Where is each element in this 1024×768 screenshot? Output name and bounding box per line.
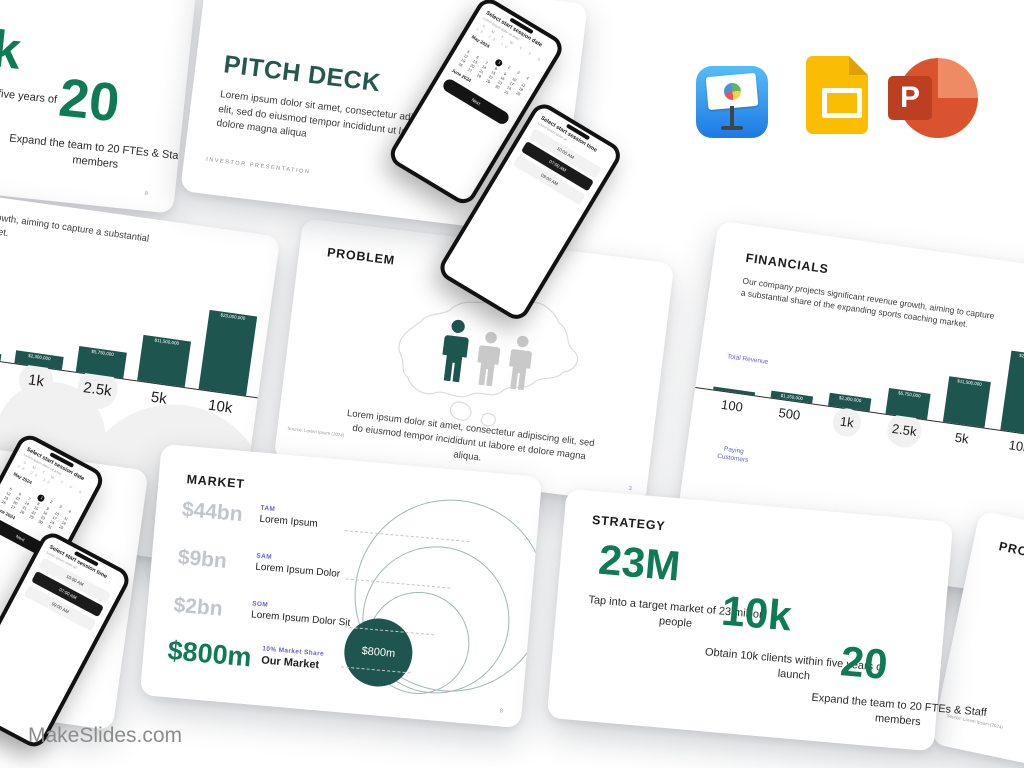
x-tick-label: 10k: [1007, 437, 1024, 456]
slide-card-phone-mockups[interactable]: Select start session date Lorem ipsum do…: [0, 427, 149, 752]
slide-title: PROBLEM: [326, 245, 396, 268]
powerpoint-letter: P: [888, 76, 932, 120]
keynote-icon[interactable]: [696, 66, 768, 138]
revenue-bar: $11,500,000: [137, 334, 192, 388]
slide-card-strategy-partial[interactable]: 10k Obtain 10k clients within five years…: [0, 0, 197, 214]
keynote-screen: [705, 72, 759, 111]
stat-value: 20: [56, 67, 123, 134]
slide-frame-glyph: [822, 88, 862, 118]
stat-value: 10k: [0, 14, 24, 81]
slide-card-market[interactable]: MARKET $800m $44bn TAM Lorem Ipsum $9bn …: [139, 443, 543, 729]
slide-card-pitch-deck[interactable]: PITCH DECK Lorem ipsum dolor sit amet, c…: [180, 0, 626, 324]
slide-title: PROBLEM: [997, 539, 1024, 568]
revenue-bar: $11,500,000: [942, 376, 991, 428]
bar-value-label: $23,000,000: [220, 312, 246, 321]
slide-title: STRATEGY: [591, 512, 667, 534]
stat-value: 20: [838, 637, 890, 689]
revenue-bar: $1,150,000: [0, 347, 2, 362]
folded-corner: [849, 56, 868, 75]
slide-card-strategy[interactable]: STRATEGY 23M Tap into a target market of…: [546, 488, 987, 752]
person-icon-highlighted: [442, 319, 469, 383]
powerpoint-icon[interactable]: P: [888, 52, 980, 144]
keynote-base: [721, 126, 743, 130]
revenue-bar: $23,000,000: [1000, 350, 1024, 436]
time-options: 10:00 AM 07:00 AM 09:00 AM: [23, 557, 112, 631]
slide-footer: INVESTOR PRESENTATION: [205, 156, 311, 176]
person-icon-gray: [509, 335, 532, 391]
revenue-bar: $2,300,000: [828, 392, 872, 412]
bar-value-label: $1,150,000: [0, 349, 1, 361]
page-number: 8: [144, 190, 149, 198]
market-tier-name: Lorem Ipsum: [259, 513, 319, 530]
google-slides-icon[interactable]: [806, 56, 868, 134]
brand-link[interactable]: MakeSlides.com: [28, 724, 183, 747]
stat-caption: Expand the team to 20 FTEs & Staff membe…: [8, 132, 185, 171]
revenue-bar: $23,000,000: [198, 309, 258, 396]
slide-title: FINANCIALS: [744, 250, 830, 277]
bar-value-label: $11,500,000: [154, 337, 180, 346]
market-value: $9bn: [176, 545, 228, 573]
slide-title: MARKET: [186, 472, 246, 492]
page-number: 3: [628, 485, 633, 493]
stat-value: 23M: [596, 535, 683, 590]
market-value: $2bn: [172, 593, 224, 621]
bar-value-label: $5,750,000: [91, 348, 115, 357]
region-map-outline: [398, 298, 579, 427]
source-note: Source: Lorem Ipsum (2024): [287, 425, 345, 438]
person-icon-gray: [477, 331, 501, 387]
bar-value-label: $23,000,000: [1019, 352, 1024, 362]
stat-value: 10k: [719, 586, 794, 640]
bar-value-label: $11,500,000: [956, 378, 983, 387]
stat-caption: Obtain 10k clients within five years of …: [0, 75, 58, 107]
bar-value-label: $2,300,000: [838, 395, 862, 404]
pie-chart-glyph: [722, 82, 742, 101]
market-value-our: $800m: [166, 635, 253, 673]
page-number: 8: [499, 708, 503, 715]
market-value: $44bn: [181, 497, 244, 527]
bar-value-label: $2,300,000: [27, 353, 51, 362]
slide-card-problem[interactable]: PROBLEM Lorem ipsum dolor sit amet, cons…: [273, 218, 675, 505]
keynote-stand: [730, 106, 734, 128]
x-axis-label: Paying Customers: [716, 445, 749, 465]
bar-value-label: $5,750,000: [897, 390, 921, 399]
